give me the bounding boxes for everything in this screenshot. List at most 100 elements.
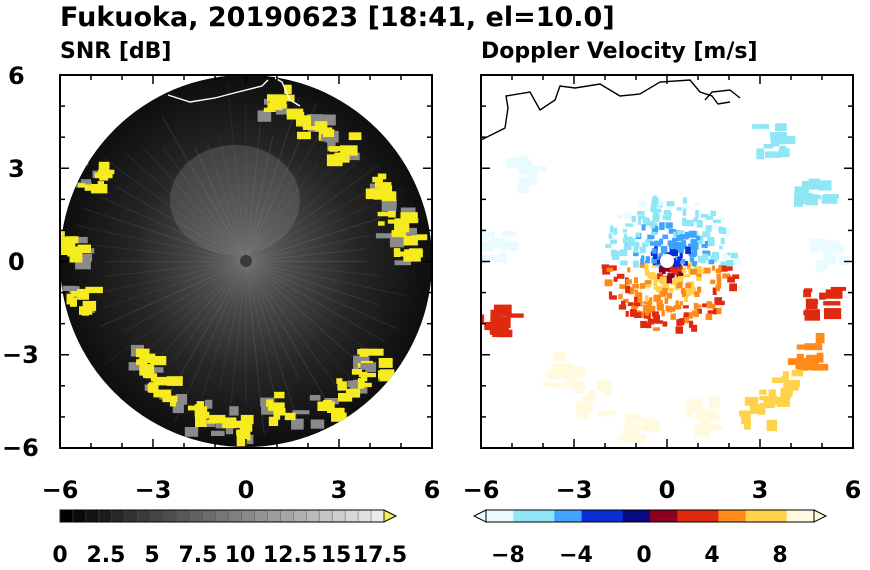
doppler-cbar-swatch	[663, 510, 678, 522]
snr-echo-mark	[366, 348, 384, 356]
snr-streak	[89, 244, 247, 262]
doppler-cbar-swatch	[745, 510, 760, 522]
doppler-core-cell	[653, 314, 660, 322]
doppler-cbar-swatch	[568, 510, 583, 522]
snr-cbar-swatch	[72, 510, 87, 522]
snr-echo-mark	[348, 132, 362, 141]
doppler-core-cell	[659, 222, 665, 230]
doppler-echo-mark	[644, 421, 660, 432]
doppler-echo-mark	[526, 172, 536, 184]
doppler-core-cell	[609, 265, 617, 271]
doppler-core-cell	[645, 295, 649, 302]
doppler-cbar-extend-max	[813, 509, 828, 523]
snr-echo-mark	[411, 234, 428, 241]
doppler-echo-mark	[749, 405, 759, 414]
snr-streak	[245, 114, 262, 262]
doppler-core-cell	[702, 253, 709, 261]
doppler-core-cell	[729, 283, 737, 292]
snr-echo-mark	[358, 373, 376, 378]
doppler-core-cell	[644, 269, 650, 276]
doppler-echo-mark	[687, 401, 695, 412]
doppler-core-cell	[651, 248, 657, 254]
snr-echo-mark	[84, 184, 97, 191]
doppler-core-cell	[685, 283, 692, 289]
snr-echo-halo	[310, 419, 325, 429]
snr-cbar-swatch	[111, 510, 126, 522]
snr-echo-halo	[322, 114, 336, 126]
doppler-core-cell	[713, 219, 721, 224]
doppler-echo-mark	[708, 396, 720, 409]
doppler-core-cell	[654, 240, 661, 247]
doppler-echo-mark	[739, 410, 751, 417]
snr-echo-mark	[60, 236, 76, 247]
snr-cbar-swatch	[85, 510, 100, 522]
snr-echo-halo	[257, 110, 272, 122]
doppler-cbar-label: 4	[704, 543, 719, 568]
snr-coastline	[167, 77, 301, 107]
snr-streak	[102, 261, 247, 309]
doppler-core-cell	[645, 239, 653, 243]
doppler-core-cell	[718, 227, 727, 234]
doppler-echo-mark	[499, 252, 507, 263]
doppler-echo-mark	[816, 352, 824, 363]
snr-streak	[245, 261, 384, 362]
doppler-core-cell	[609, 236, 616, 242]
snr-colorbar	[59, 509, 398, 523]
doppler-echo-mark	[815, 333, 825, 344]
snr-cbar-label: 5	[144, 543, 159, 568]
snr-echo-mark	[239, 420, 253, 432]
snr-echo-mark	[297, 112, 305, 117]
snr-echo-mark	[240, 414, 254, 425]
doppler-core-cell	[681, 289, 689, 298]
snr-streak	[245, 168, 330, 262]
doppler-echo-mark	[778, 148, 790, 158]
doppler-core-cell	[640, 283, 646, 289]
doppler-core-cell	[642, 242, 646, 251]
doppler-core-cell	[685, 246, 692, 254]
doppler-core-cell	[651, 198, 656, 207]
doppler-echo-mark	[684, 412, 694, 418]
doppler-core-cell	[631, 305, 636, 312]
snr-echo-mark	[195, 415, 207, 427]
doppler-echo-mark	[818, 244, 832, 250]
doppler-core-cell	[647, 318, 656, 324]
doppler-core-cell	[660, 245, 668, 254]
doppler-core-cell	[644, 264, 649, 271]
snr-streak	[245, 261, 280, 417]
snr-echo-mark	[323, 130, 334, 137]
doppler-core-cell	[656, 300, 663, 307]
doppler-core-cell	[655, 213, 660, 220]
doppler-core-cell	[697, 239, 703, 245]
doppler-core-cell	[670, 265, 678, 272]
snr-echo-halo	[128, 362, 144, 371]
snr-echo-halo	[307, 114, 323, 126]
doppler-echo-mark	[809, 243, 818, 253]
doppler-x-tick-label: −3	[556, 476, 593, 504]
doppler-echo-mark	[602, 389, 611, 396]
doppler-core-cell	[651, 202, 657, 211]
snr-cbar-swatch	[358, 510, 372, 522]
snr-echo-mark	[97, 181, 104, 187]
snr-echo-mark	[237, 429, 250, 438]
doppler-echo-mark	[492, 327, 502, 335]
doppler-echo-mark	[771, 377, 786, 383]
doppler-core-cell	[710, 255, 718, 263]
snr-echo-mark	[296, 115, 311, 127]
doppler-core-cell	[716, 277, 722, 286]
doppler-cbar-swatch	[677, 510, 692, 522]
doppler-core-cell	[679, 250, 683, 259]
doppler-echo-mark	[507, 313, 524, 318]
snr-colorbar-labels: 0 2.5 5 7.5 10 12.5 15 17.5	[52, 543, 407, 568]
doppler-core-cell	[707, 310, 716, 314]
doppler-core-cell	[727, 276, 735, 283]
doppler-core-cell	[711, 265, 716, 271]
doppler-core-cell	[676, 319, 682, 326]
doppler-echo-mark	[577, 408, 587, 420]
doppler-core-cell	[694, 304, 698, 310]
snr-streak	[245, 261, 301, 429]
snr-cbar-swatch	[176, 510, 191, 522]
doppler-core-cell	[633, 260, 639, 268]
snr-echo-mark	[338, 393, 353, 402]
doppler-core-cell	[619, 284, 627, 289]
snr-cbar-swatch	[371, 510, 385, 522]
